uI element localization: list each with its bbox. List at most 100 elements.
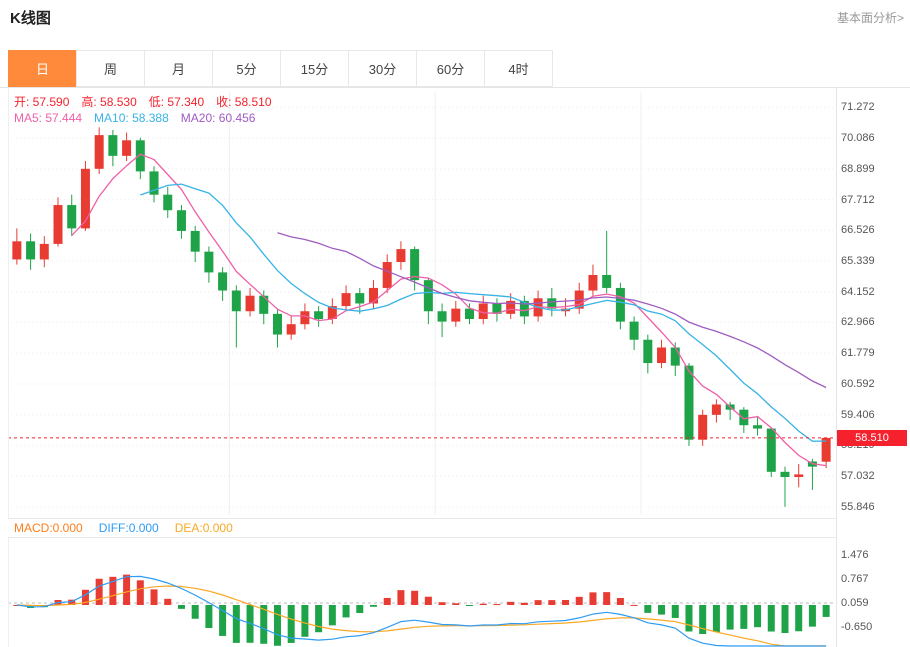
candle-body [437, 311, 447, 322]
macd-bar [219, 605, 227, 636]
candle-body [615, 287, 625, 322]
candle-body [725, 404, 735, 410]
tab-month[interactable]: 月 [144, 50, 213, 87]
candle-body [519, 300, 529, 317]
candle-body [643, 339, 653, 364]
ma5-line [71, 153, 827, 467]
candle-body [561, 308, 571, 312]
macd-bar [781, 605, 789, 634]
macd-bar [671, 605, 679, 618]
macd-bar [246, 605, 254, 643]
macd-bar [575, 596, 583, 605]
ma10-line [140, 183, 827, 442]
tab-day[interactable]: 日 [8, 50, 77, 87]
legend-macd: MACD:0.000 [14, 521, 83, 535]
macd-bar [81, 589, 89, 605]
page-title: K线图 [10, 10, 51, 27]
macd-bar [726, 605, 734, 630]
candle-body [451, 308, 461, 322]
macd-bar [438, 602, 446, 605]
macd-bar [273, 605, 281, 646]
macd-bar [109, 576, 117, 605]
candle-body [231, 290, 241, 312]
macd-bar [808, 605, 816, 627]
candle-body [327, 306, 337, 320]
price-axis-label: 70.086 [841, 132, 875, 145]
macd-bar [452, 603, 460, 605]
macd-bar [328, 605, 336, 626]
macd-legend: MACD:0.000 DIFF:0.000 DEA:0.000 [8, 519, 836, 537]
candle-body [176, 210, 186, 231]
macd-bar [342, 605, 350, 618]
price-axis-label: 71.272 [841, 101, 875, 114]
period-tabbar: 日周月 5分 15分 30分 60分 4时 [8, 50, 553, 87]
candle-body [190, 230, 200, 252]
tab-min15[interactable]: 15分 [280, 50, 349, 87]
tab-hour4[interactable]: 4时 [484, 50, 553, 87]
macd-bar [205, 605, 213, 629]
legend-ma20: MA20: 60.456 [180, 111, 256, 125]
candle-body [245, 295, 255, 312]
price-axis-label: 64.152 [841, 285, 875, 298]
ma-legend: MA5: 57.444 MA10: 58.388 MA20: 60.456 [14, 111, 267, 125]
candle-body [574, 290, 584, 309]
macd-bar [424, 596, 432, 605]
candle-body [53, 205, 63, 244]
candle-body [108, 135, 118, 156]
candle-body [766, 428, 776, 472]
macd-bar [164, 598, 172, 605]
tab-min5[interactable]: 5分 [212, 50, 281, 87]
legend-diff: DIFF:0.000 [98, 521, 159, 535]
candle-body [39, 243, 49, 260]
macd-bar [589, 592, 597, 605]
candle-body [711, 404, 721, 415]
candle-body [368, 287, 378, 304]
candle-body [547, 298, 557, 309]
price-axis-label: 57.032 [841, 470, 875, 483]
macd-bar [767, 605, 775, 632]
macd-axis-label: 0.767 [841, 572, 869, 585]
tab-min30[interactable]: 30分 [348, 50, 417, 87]
legend-high: 高: 58.530 [81, 95, 137, 109]
price-axis-label: 66.526 [841, 224, 875, 237]
candle-body [272, 313, 282, 335]
macd-bar [466, 605, 474, 606]
candle-body [163, 194, 173, 211]
tab-min60[interactable]: 60分 [416, 50, 485, 87]
legend-close: 收: 58.510 [216, 95, 272, 109]
candle-body [492, 303, 502, 314]
macd-legend-strip: MACD:0.000 DIFF:0.000 DEA:0.000 [8, 518, 836, 538]
candle-body [588, 274, 598, 291]
macd-bar [397, 590, 405, 605]
candle-body [67, 205, 77, 229]
candle-body [135, 140, 145, 172]
tabbar-divider [0, 87, 910, 88]
macd-bar [658, 605, 666, 615]
macd-bar [520, 602, 528, 605]
ohlc-legend: 开: 57.590 高: 58.530 低: 57.340 收: 58.510 [14, 93, 284, 110]
fundamental-analysis-link[interactable]: 基本面分析> [836, 11, 904, 25]
macd-bar [260, 605, 268, 644]
macd-bar [740, 605, 748, 629]
macd-bar [287, 605, 295, 643]
macd-bar [685, 605, 693, 632]
candle-body [122, 140, 132, 156]
macd-bar [534, 600, 542, 605]
price-axis-label: 55.846 [841, 500, 875, 513]
macd-bar [562, 600, 570, 605]
tab-week[interactable]: 周 [76, 50, 145, 87]
candle-body [698, 414, 708, 440]
candle-body [382, 262, 392, 288]
macd-bar [40, 605, 48, 608]
legend-dea: DEA:0.000 [174, 521, 233, 535]
candle-body [506, 300, 516, 314]
macd-bar [754, 605, 762, 628]
macd-axis-label: -0.650 [841, 621, 873, 634]
candle-body [465, 308, 475, 320]
macd-bar [13, 605, 21, 606]
legend-ma5: MA5: 57.444 [14, 111, 83, 125]
candle-body [753, 425, 763, 429]
candle-body [286, 324, 296, 335]
candle-body [12, 241, 22, 260]
macd-axis-label: 1.476 [841, 548, 869, 561]
